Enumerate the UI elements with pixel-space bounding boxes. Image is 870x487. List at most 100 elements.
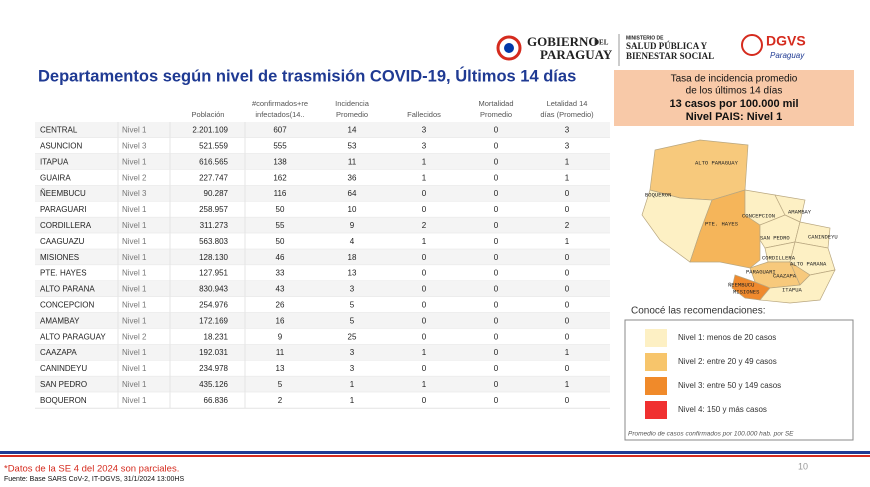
map-label: PARAGUARI [746, 268, 776, 275]
gov-text: DEL [594, 39, 609, 47]
table-cell: 53 [348, 141, 357, 150]
table-cell: 36 [348, 173, 357, 182]
summary-text: Tasa de incidencia promedio [671, 74, 798, 85]
table-cell: 1 [565, 173, 570, 182]
table-cell: 192.031 [199, 348, 228, 357]
table-cell: 0 [494, 332, 499, 341]
table-cell: 11 [276, 348, 285, 357]
table-cell: 1 [350, 380, 355, 389]
map-label: CANINDEYU [808, 233, 838, 240]
table-cell: 0 [494, 253, 499, 262]
table-cell: 0 [494, 364, 499, 373]
table-cell: Nivel 1 [122, 157, 147, 166]
table-cell: Nivel 2 [122, 173, 147, 182]
department-name: BOQUERON [40, 396, 87, 405]
department-name: PTE. HAYES [40, 269, 87, 278]
table-cell: Nivel 1 [122, 126, 147, 135]
department-name: SAN PEDRO [40, 380, 87, 389]
slide-title: Departamentos según nivel de trasmisión … [38, 66, 576, 85]
table-cell: Nivel 1 [122, 253, 147, 262]
table-cell: Nivel 1 [122, 396, 147, 405]
table-cell: 5 [350, 300, 355, 309]
legend-swatch [645, 353, 667, 371]
table-cell: 0 [494, 141, 499, 150]
ministry-text: SALUD PÚBLICA Y [626, 41, 708, 51]
table-cell: 0 [422, 189, 427, 198]
summary-text: Nivel PAIS: Nivel 1 [686, 111, 782, 123]
footer-note: *Datos de la SE 4 del 2024 son parciales… [4, 464, 179, 475]
table-cell: 2.201.109 [192, 126, 228, 135]
summary-text: 13 casos por 100.000 mil [669, 98, 798, 110]
table-cell: Nivel 1 [122, 380, 147, 389]
map-label: AMAMBAY [788, 208, 812, 215]
table-cell: 0 [565, 205, 570, 214]
map-label: MISIONES [733, 288, 760, 295]
column-header-line: días (Promedio) [540, 110, 594, 119]
table-cell: 46 [276, 253, 285, 262]
column-header-line: Letalidad 14 [547, 99, 588, 108]
table-cell: 0 [422, 253, 427, 262]
legend-swatch [645, 377, 667, 395]
table-cell: 55 [276, 221, 285, 230]
table-cell: 254.976 [199, 300, 228, 309]
table-cell: 1 [422, 237, 427, 246]
table-cell: 0 [422, 300, 427, 309]
column-header-line: Incidencia [335, 99, 370, 108]
table-cell: 9 [278, 332, 283, 341]
legend-swatch [645, 401, 667, 419]
dgvs-sub: Paraguay [770, 51, 805, 60]
table-cell: 0 [565, 189, 570, 198]
table-cell: 25 [348, 332, 357, 341]
table-cell: Nivel 1 [122, 221, 147, 230]
column-header: Población [192, 110, 225, 119]
department-name: CANINDEYU [40, 364, 87, 373]
table-cell: 0 [422, 285, 427, 294]
table-cell: 26 [276, 300, 285, 309]
column-header: Fallecidos [407, 110, 441, 119]
table-cell: 227.747 [199, 173, 228, 182]
table-cell: 0 [422, 364, 427, 373]
gov-emblem-core [504, 43, 514, 53]
table-cell: 0 [422, 269, 427, 278]
table-cell: 0 [494, 396, 499, 405]
table-cell: Nivel 1 [122, 285, 147, 294]
department-name: CAAGUAZU [40, 237, 85, 246]
table-cell: 43 [276, 285, 285, 294]
table-cell: 0 [422, 396, 427, 405]
department-name: ITAPUA [40, 157, 69, 166]
table-cell: 2 [565, 221, 570, 230]
map-label: SAN PEDRO [760, 234, 790, 241]
table-cell: 0 [494, 173, 499, 182]
footer-source: Fuente: Base SARS CoV-2, IT-DGVS, 31/1/2… [4, 476, 184, 483]
table-cell: 2 [422, 221, 427, 230]
table-cell: Nivel 2 [122, 332, 147, 341]
table-cell: 3 [565, 141, 570, 150]
legend-swatch [645, 329, 667, 347]
table-cell: 3 [350, 364, 355, 373]
table-cell: 435.126 [199, 380, 228, 389]
department-name: AMAMBAY [40, 316, 80, 325]
table-cell: 5 [278, 380, 283, 389]
legend-item: Nivel 4: 150 y más casos [678, 405, 767, 414]
department-name: ALTO PARAGUAY [40, 332, 106, 341]
table-cell: 0 [565, 332, 570, 341]
table-cell: 0 [565, 253, 570, 262]
dgvs-text: DGVS [766, 33, 806, 49]
table-cell: 0 [422, 332, 427, 341]
dgvs-logo [742, 35, 762, 55]
table-cell: Nivel 1 [122, 237, 147, 246]
table-cell: 1 [422, 380, 427, 389]
table-cell: 0 [494, 269, 499, 278]
table-cell: 616.565 [199, 157, 228, 166]
map-label: ALTO PARANA [790, 260, 827, 267]
table-cell: 0 [422, 205, 427, 214]
legend-note: Promedio de casos confirmados por 100.00… [628, 431, 794, 438]
table-cell: 830.943 [199, 285, 228, 294]
table-cell: 90.287 [204, 189, 229, 198]
table-cell: 1 [422, 173, 427, 182]
table-cell: 18.231 [204, 332, 229, 341]
table-cell: 0 [565, 316, 570, 325]
table-cell: 3 [350, 348, 355, 357]
legend-heading: Conocé las recomendaciones: [631, 306, 766, 317]
department-name: ÑEEMBUCU [40, 189, 86, 198]
